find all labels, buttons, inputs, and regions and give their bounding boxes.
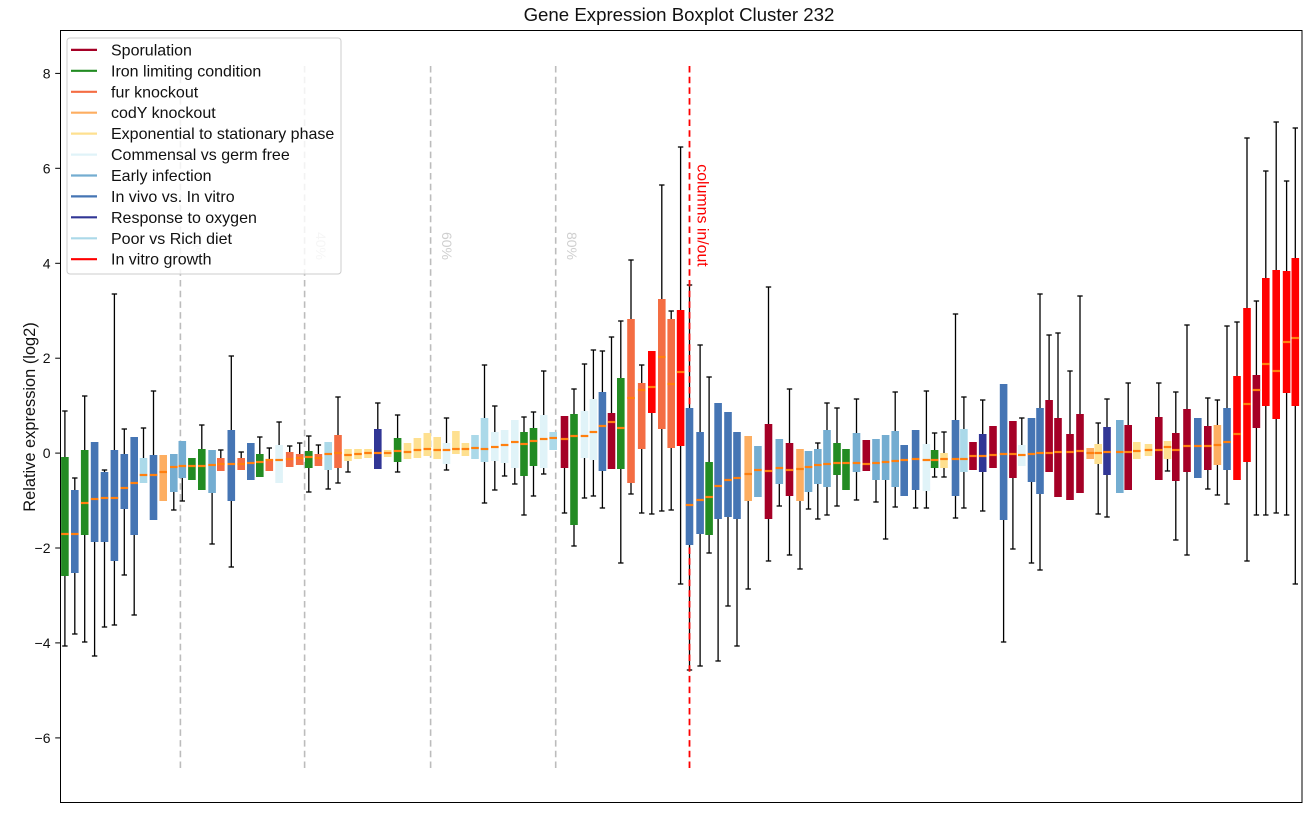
svg-text:2: 2 bbox=[43, 350, 51, 366]
svg-text:codY knockout: codY knockout bbox=[111, 105, 216, 122]
svg-text:In vivo vs. In vitro: In vivo vs. In vitro bbox=[111, 189, 235, 206]
svg-text:60%: 60% bbox=[439, 232, 455, 260]
svg-text:−2: −2 bbox=[35, 540, 51, 556]
svg-text:Poor vs Rich diet: Poor vs Rich diet bbox=[111, 231, 232, 248]
svg-text:6: 6 bbox=[43, 160, 51, 176]
svg-text:Iron limiting condition: Iron limiting condition bbox=[111, 63, 261, 80]
svg-text:4: 4 bbox=[43, 255, 51, 271]
svg-text:Relative expression (log2): Relative expression (log2) bbox=[21, 322, 39, 512]
svg-text:80%: 80% bbox=[564, 232, 580, 260]
svg-text:columns in/out: columns in/out bbox=[694, 164, 711, 267]
svg-text:Response to oxygen: Response to oxygen bbox=[111, 210, 257, 227]
svg-text:Gene Expression Boxplot Cluste: Gene Expression Boxplot Cluster 232 bbox=[524, 4, 835, 25]
svg-text:Commensal vs germ free: Commensal vs germ free bbox=[111, 147, 290, 164]
svg-text:In vitro growth: In vitro growth bbox=[111, 252, 211, 269]
svg-text:−6: −6 bbox=[35, 730, 51, 746]
svg-text:Sporulation: Sporulation bbox=[111, 42, 192, 59]
svg-text:fur knockout: fur knockout bbox=[111, 84, 199, 101]
svg-text:Early infection: Early infection bbox=[111, 168, 212, 185]
svg-text:8: 8 bbox=[43, 65, 51, 81]
svg-text:Exponential to stationary phas: Exponential to stationary phase bbox=[111, 126, 334, 143]
svg-text:−4: −4 bbox=[35, 635, 51, 651]
svg-text:0: 0 bbox=[43, 445, 51, 461]
